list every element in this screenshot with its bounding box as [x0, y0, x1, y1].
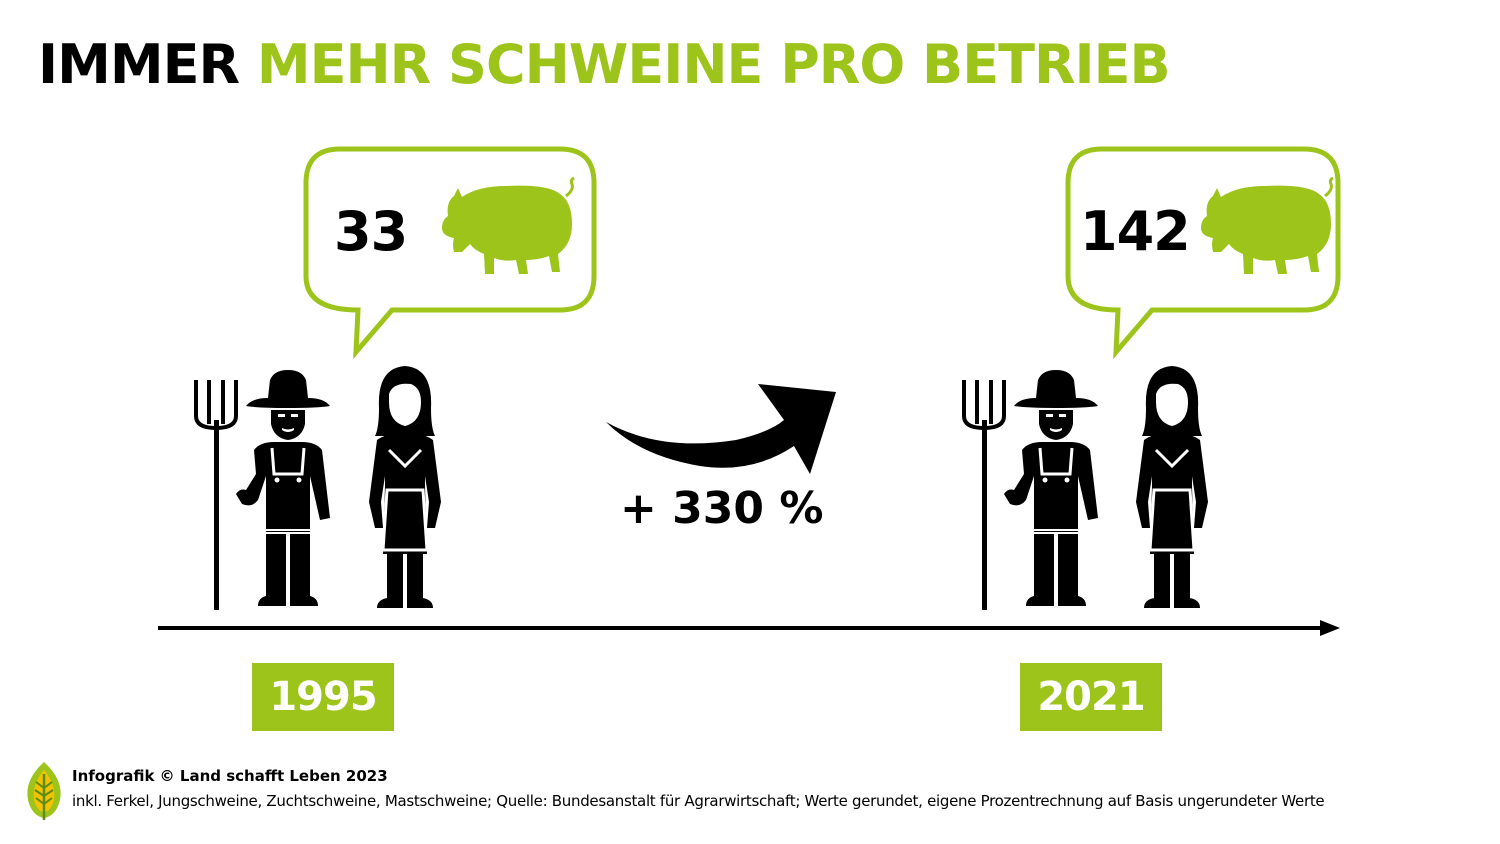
footer-credit: Infografik © Land schafft Leben 2023 [72, 767, 388, 785]
title-part-black: IMMER [38, 33, 240, 96]
leaf-logo-icon [27, 762, 61, 820]
timeline-arrow-icon [158, 620, 1340, 636]
change-percentage: + 330 % [620, 483, 824, 534]
title-part-green: MEHR SCHWEINE PRO BETRIEB [256, 33, 1171, 96]
trend-arrow-icon [606, 384, 836, 474]
pitchfork-icon [962, 378, 1006, 612]
farmer-man-icon [234, 368, 332, 608]
page-title: IMMER MEHR SCHWEINE PRO BETRIEB [38, 30, 1171, 100]
farmer-man-icon [1002, 368, 1100, 608]
farmer-woman-icon [367, 364, 443, 610]
pig-count-1995: 33 [334, 200, 408, 263]
farmer-woman-icon [1134, 364, 1210, 610]
footer-source: inkl. Ferkel, Jungschweine, Zuchtschwein… [72, 792, 1325, 810]
year-badge-1995: 1995 [252, 663, 394, 731]
pitchfork-icon [194, 378, 238, 612]
year-badge-2021: 2021 [1020, 663, 1162, 731]
pig-count-2021: 142 [1080, 200, 1191, 263]
